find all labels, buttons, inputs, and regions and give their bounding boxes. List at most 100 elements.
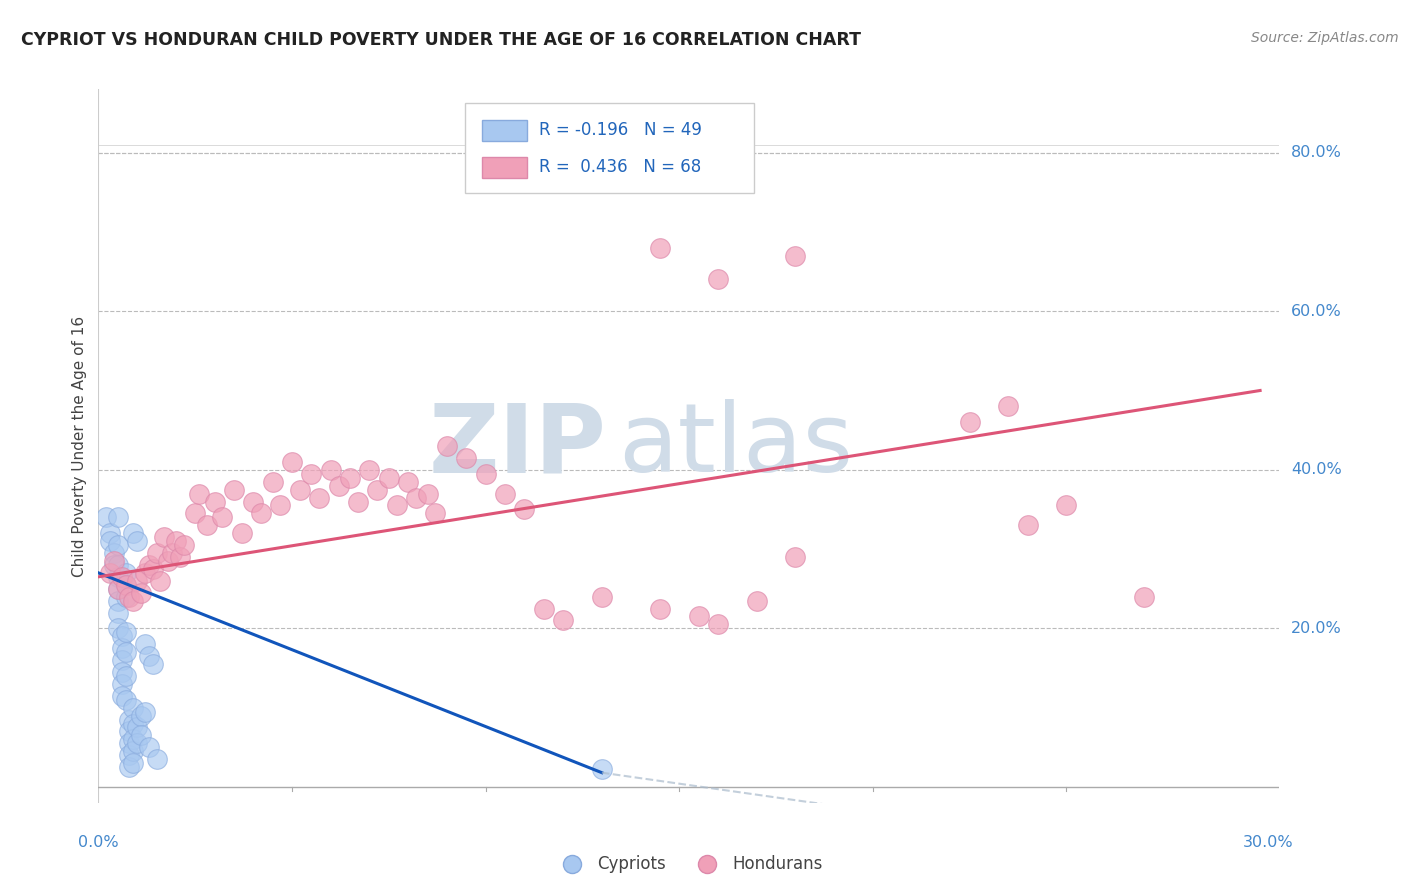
Point [425, 507, 447, 521]
Point [111, 629, 134, 643]
Point [122, 526, 145, 541]
Point [308, 491, 330, 505]
Text: atlas: atlas [619, 400, 853, 492]
Point [997, 400, 1019, 414]
Point [122, 756, 145, 771]
Point [405, 491, 427, 505]
Text: Source: ZipAtlas.com: Source: ZipAtlas.com [1251, 31, 1399, 45]
Point [98, 566, 121, 580]
FancyBboxPatch shape [464, 103, 754, 193]
Point [134, 637, 156, 651]
Point [707, 272, 730, 286]
Text: 0.0%: 0.0% [79, 835, 118, 849]
Text: ZIP: ZIP [429, 400, 606, 492]
Point [474, 467, 496, 481]
Point [1133, 590, 1156, 604]
Point [145, 546, 167, 560]
Point [222, 483, 245, 497]
Point [378, 471, 401, 485]
Point [129, 728, 152, 742]
Point [281, 455, 304, 469]
Point [103, 554, 125, 568]
Point [127, 736, 149, 750]
Point [165, 534, 187, 549]
Point [107, 582, 129, 596]
Point [195, 518, 218, 533]
Point [648, 601, 671, 615]
Point [745, 593, 768, 607]
Text: 40.0%: 40.0% [1291, 462, 1341, 477]
Point [299, 467, 322, 481]
Point [385, 499, 408, 513]
Point [157, 554, 180, 568]
Text: CYPRIOT VS HONDURAN CHILD POVERTY UNDER THE AGE OF 16 CORRELATION CHART: CYPRIOT VS HONDURAN CHILD POVERTY UNDER … [21, 31, 860, 49]
Point [127, 721, 149, 735]
Point [122, 732, 145, 747]
Point [319, 463, 342, 477]
FancyBboxPatch shape [482, 120, 527, 141]
Point [127, 534, 149, 549]
Point [98, 526, 121, 541]
Point [129, 585, 152, 599]
Point [114, 625, 136, 640]
Point [107, 593, 129, 607]
Point [242, 494, 264, 508]
Point [160, 546, 183, 560]
Point [114, 578, 136, 592]
Point [648, 241, 671, 255]
Point [111, 570, 134, 584]
Point [456, 450, 478, 465]
Point [436, 439, 458, 453]
Point [262, 475, 284, 489]
Point [138, 649, 160, 664]
Point [396, 475, 419, 489]
Point [118, 748, 141, 763]
Point [111, 641, 134, 656]
FancyBboxPatch shape [482, 157, 527, 178]
Point [134, 566, 156, 580]
Point [107, 570, 129, 584]
Point [107, 510, 129, 524]
Point [118, 713, 141, 727]
Point [591, 763, 613, 777]
Point [107, 621, 129, 635]
Point [129, 708, 152, 723]
Point [184, 507, 207, 521]
Point [149, 574, 172, 588]
Point [127, 574, 149, 588]
Point [138, 740, 160, 755]
Point [169, 549, 191, 564]
Point [591, 590, 613, 604]
Point [111, 665, 134, 679]
Point [122, 593, 145, 607]
Point [204, 494, 226, 508]
Point [134, 705, 156, 719]
Point [173, 538, 195, 552]
Point [107, 606, 129, 620]
Point [328, 478, 350, 492]
Point [114, 566, 136, 580]
Point [103, 558, 125, 572]
Point [107, 558, 129, 572]
Point [114, 590, 136, 604]
Point [98, 534, 121, 549]
Y-axis label: Child Poverty Under the Age of 16: Child Poverty Under the Age of 16 [72, 316, 87, 576]
Text: R = -0.196   N = 49: R = -0.196 N = 49 [538, 121, 702, 139]
Point [188, 486, 211, 500]
Point [103, 546, 125, 560]
Point [114, 669, 136, 683]
Point [533, 601, 555, 615]
Point [416, 486, 439, 500]
Point [551, 614, 574, 628]
Point [211, 510, 233, 524]
Point [288, 483, 311, 497]
Text: 30.0%: 30.0% [1243, 835, 1294, 849]
Point [785, 249, 807, 263]
Point [114, 645, 136, 659]
Point [122, 716, 145, 731]
Point [707, 617, 730, 632]
Point [138, 558, 160, 572]
Point [1017, 518, 1039, 533]
Point [494, 486, 516, 500]
Point [153, 530, 176, 544]
